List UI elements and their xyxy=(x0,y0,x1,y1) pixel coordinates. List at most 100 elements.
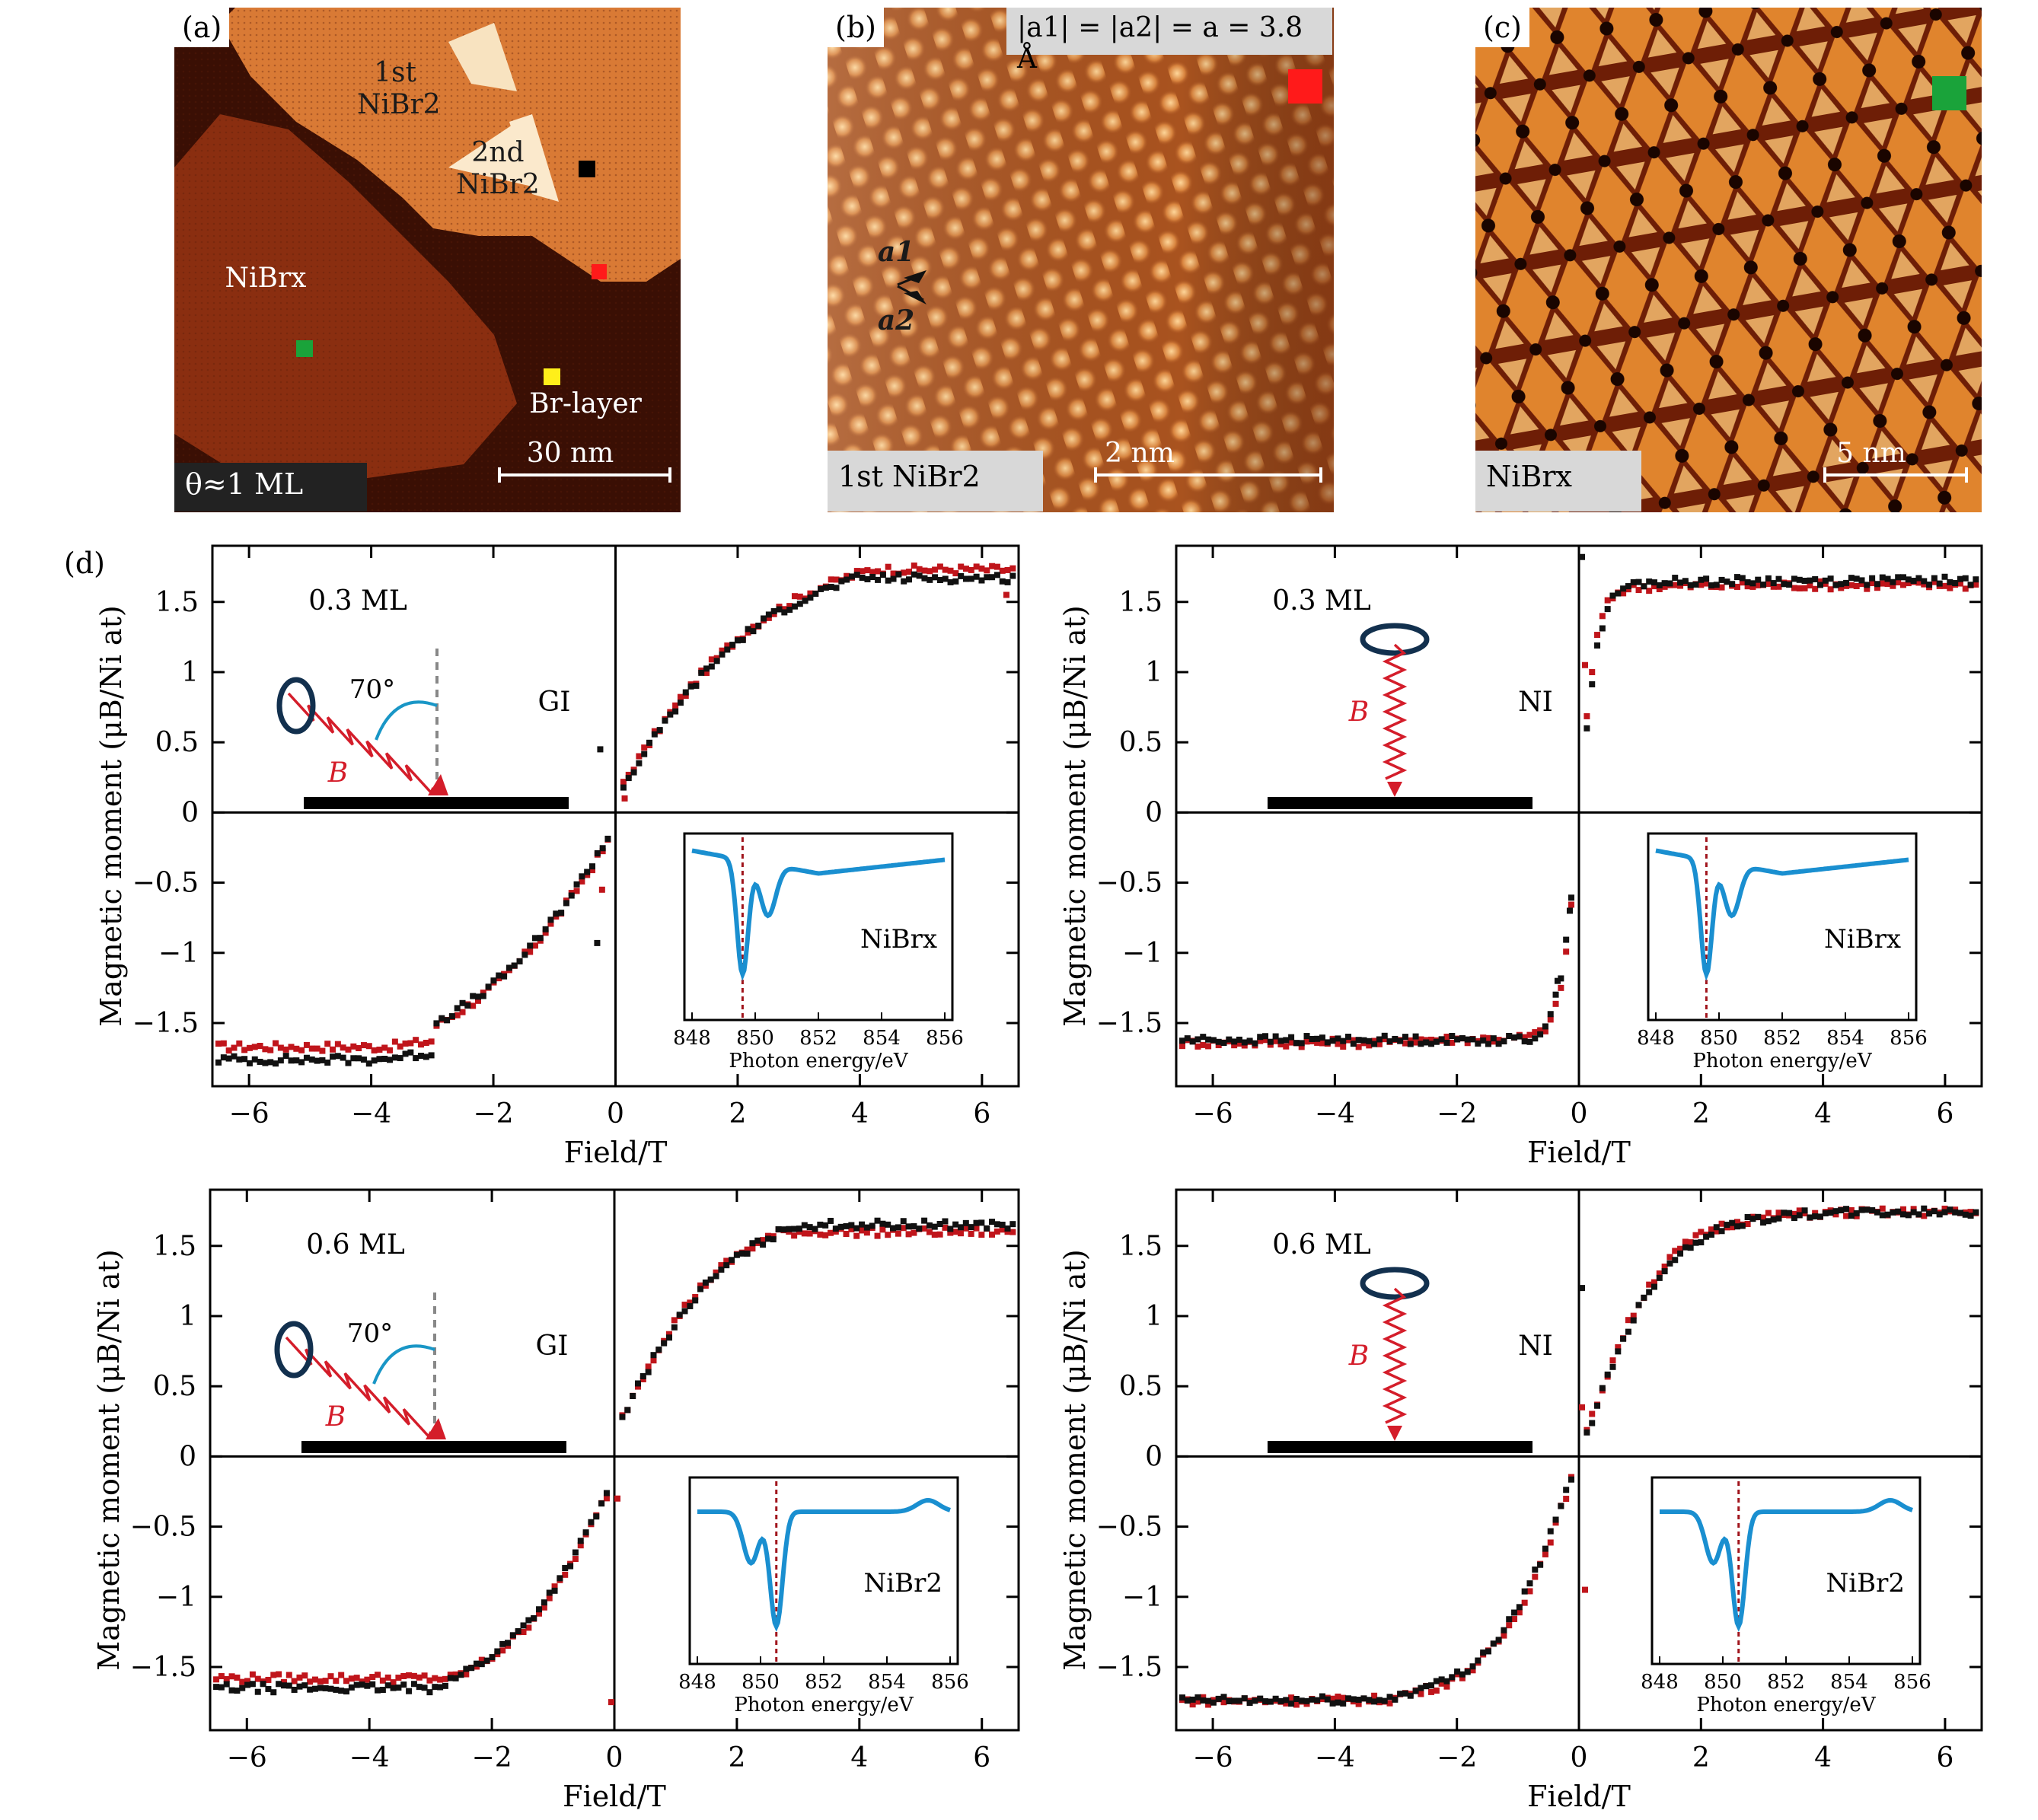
data-point xyxy=(1755,576,1762,583)
data-point xyxy=(1490,1035,1497,1042)
data-point xyxy=(703,665,710,672)
data-point xyxy=(1288,1700,1295,1707)
data-point xyxy=(1194,1036,1201,1043)
data-point xyxy=(568,892,575,899)
data-point xyxy=(687,683,694,690)
data-point xyxy=(1501,1038,1507,1045)
data-point xyxy=(1480,1037,1487,1044)
data-point xyxy=(1303,1038,1310,1045)
data-point xyxy=(1666,580,1673,587)
data-point xyxy=(1796,585,1803,591)
data-point xyxy=(356,1045,362,1052)
data-point xyxy=(1594,1402,1601,1409)
data-point xyxy=(1355,1700,1362,1707)
data-point xyxy=(1241,1695,1248,1702)
data-point xyxy=(1646,1281,1653,1288)
data-point xyxy=(1345,1695,1352,1702)
data-point xyxy=(885,1221,891,1228)
x-tick-label: 6 xyxy=(1936,1742,1953,1774)
geometry-label: GI xyxy=(538,687,571,718)
data-point xyxy=(270,1672,277,1678)
inset-x-label: Photon energy/eV xyxy=(1696,1694,1876,1716)
data-point xyxy=(1236,1040,1242,1047)
scalebar-b xyxy=(1094,467,1322,483)
data-point xyxy=(905,569,912,575)
scalebar-c xyxy=(1823,467,1968,483)
data-point xyxy=(1355,1697,1362,1704)
data-point xyxy=(1210,1037,1217,1044)
data-point-outlier xyxy=(1566,907,1573,914)
data-point xyxy=(1807,1214,1813,1221)
data-point xyxy=(1469,1036,1476,1043)
data-point xyxy=(1319,1040,1325,1047)
data-point xyxy=(573,881,580,888)
data-point xyxy=(1879,580,1886,587)
data-point xyxy=(282,1053,289,1060)
data-point xyxy=(968,1230,974,1237)
data-point xyxy=(1812,1210,1819,1216)
data-point xyxy=(1926,1210,1933,1217)
x-tick-label: 2 xyxy=(729,1098,747,1130)
data-point xyxy=(511,962,518,969)
data-point xyxy=(1495,1637,1502,1643)
data-point xyxy=(376,1046,383,1053)
data-point xyxy=(426,1677,433,1684)
data-point xyxy=(1381,1036,1388,1043)
data-point xyxy=(1827,575,1834,582)
data-point xyxy=(584,869,591,875)
data-point-outlier xyxy=(1003,591,1009,598)
data-point xyxy=(478,1656,485,1663)
data-point xyxy=(324,1041,331,1047)
data-point xyxy=(1729,1224,1736,1231)
data-point xyxy=(723,1262,730,1269)
scalebar-a xyxy=(498,467,671,483)
data-point xyxy=(338,1688,345,1694)
data-point xyxy=(707,1276,714,1283)
data-point xyxy=(1345,1037,1352,1044)
data-point xyxy=(993,1221,1000,1228)
data-point xyxy=(1692,581,1699,588)
data-point xyxy=(1630,1312,1637,1319)
data-point xyxy=(932,566,939,573)
data-point xyxy=(1257,1695,1264,1702)
data-point xyxy=(1309,1035,1316,1042)
data-point xyxy=(387,1057,394,1063)
data-point xyxy=(551,1583,558,1590)
panel-a-label: (a) xyxy=(174,8,230,47)
x-tick-label: −4 xyxy=(349,1742,390,1774)
stm-panel-c: (c) 5 nm NiBrx xyxy=(1475,8,1982,512)
data-point xyxy=(1630,579,1637,585)
data-point xyxy=(687,1299,694,1306)
data-point xyxy=(1200,1034,1207,1041)
data-point xyxy=(927,568,933,575)
data-point xyxy=(239,1678,246,1685)
data-point xyxy=(311,1685,318,1692)
data-point xyxy=(942,1218,949,1225)
data-point xyxy=(1848,582,1855,588)
data-point xyxy=(749,1240,756,1247)
data-point xyxy=(231,1044,238,1051)
y-tick-label: 1 xyxy=(1145,657,1163,688)
data-point xyxy=(1324,1696,1331,1703)
data-point xyxy=(1340,1037,1347,1044)
data-point xyxy=(1568,901,1574,908)
data-point xyxy=(1765,575,1772,582)
data-point xyxy=(356,1055,362,1062)
data-point xyxy=(1672,1257,1679,1264)
data-point xyxy=(572,1549,579,1556)
chart-d4: −6 −4 −2 0 2 4 6 1.5 1 0.5 0 −0.5 −1 −1.5 Field/T Magne… xyxy=(1058,1188,1983,1813)
data-point xyxy=(1501,1632,1507,1639)
data-point xyxy=(589,863,596,870)
green-marker-c xyxy=(1932,76,1966,110)
data-point xyxy=(1329,1037,1336,1044)
data-point xyxy=(1765,1210,1772,1216)
data-point xyxy=(927,576,933,583)
data-point xyxy=(620,784,627,791)
data-point xyxy=(1905,576,1912,583)
data-point xyxy=(1428,1036,1435,1043)
data-point xyxy=(962,1219,969,1226)
data-point xyxy=(1303,1033,1310,1040)
data-point xyxy=(936,1231,943,1238)
data-point xyxy=(1262,1033,1269,1040)
data-point xyxy=(1449,1033,1456,1040)
